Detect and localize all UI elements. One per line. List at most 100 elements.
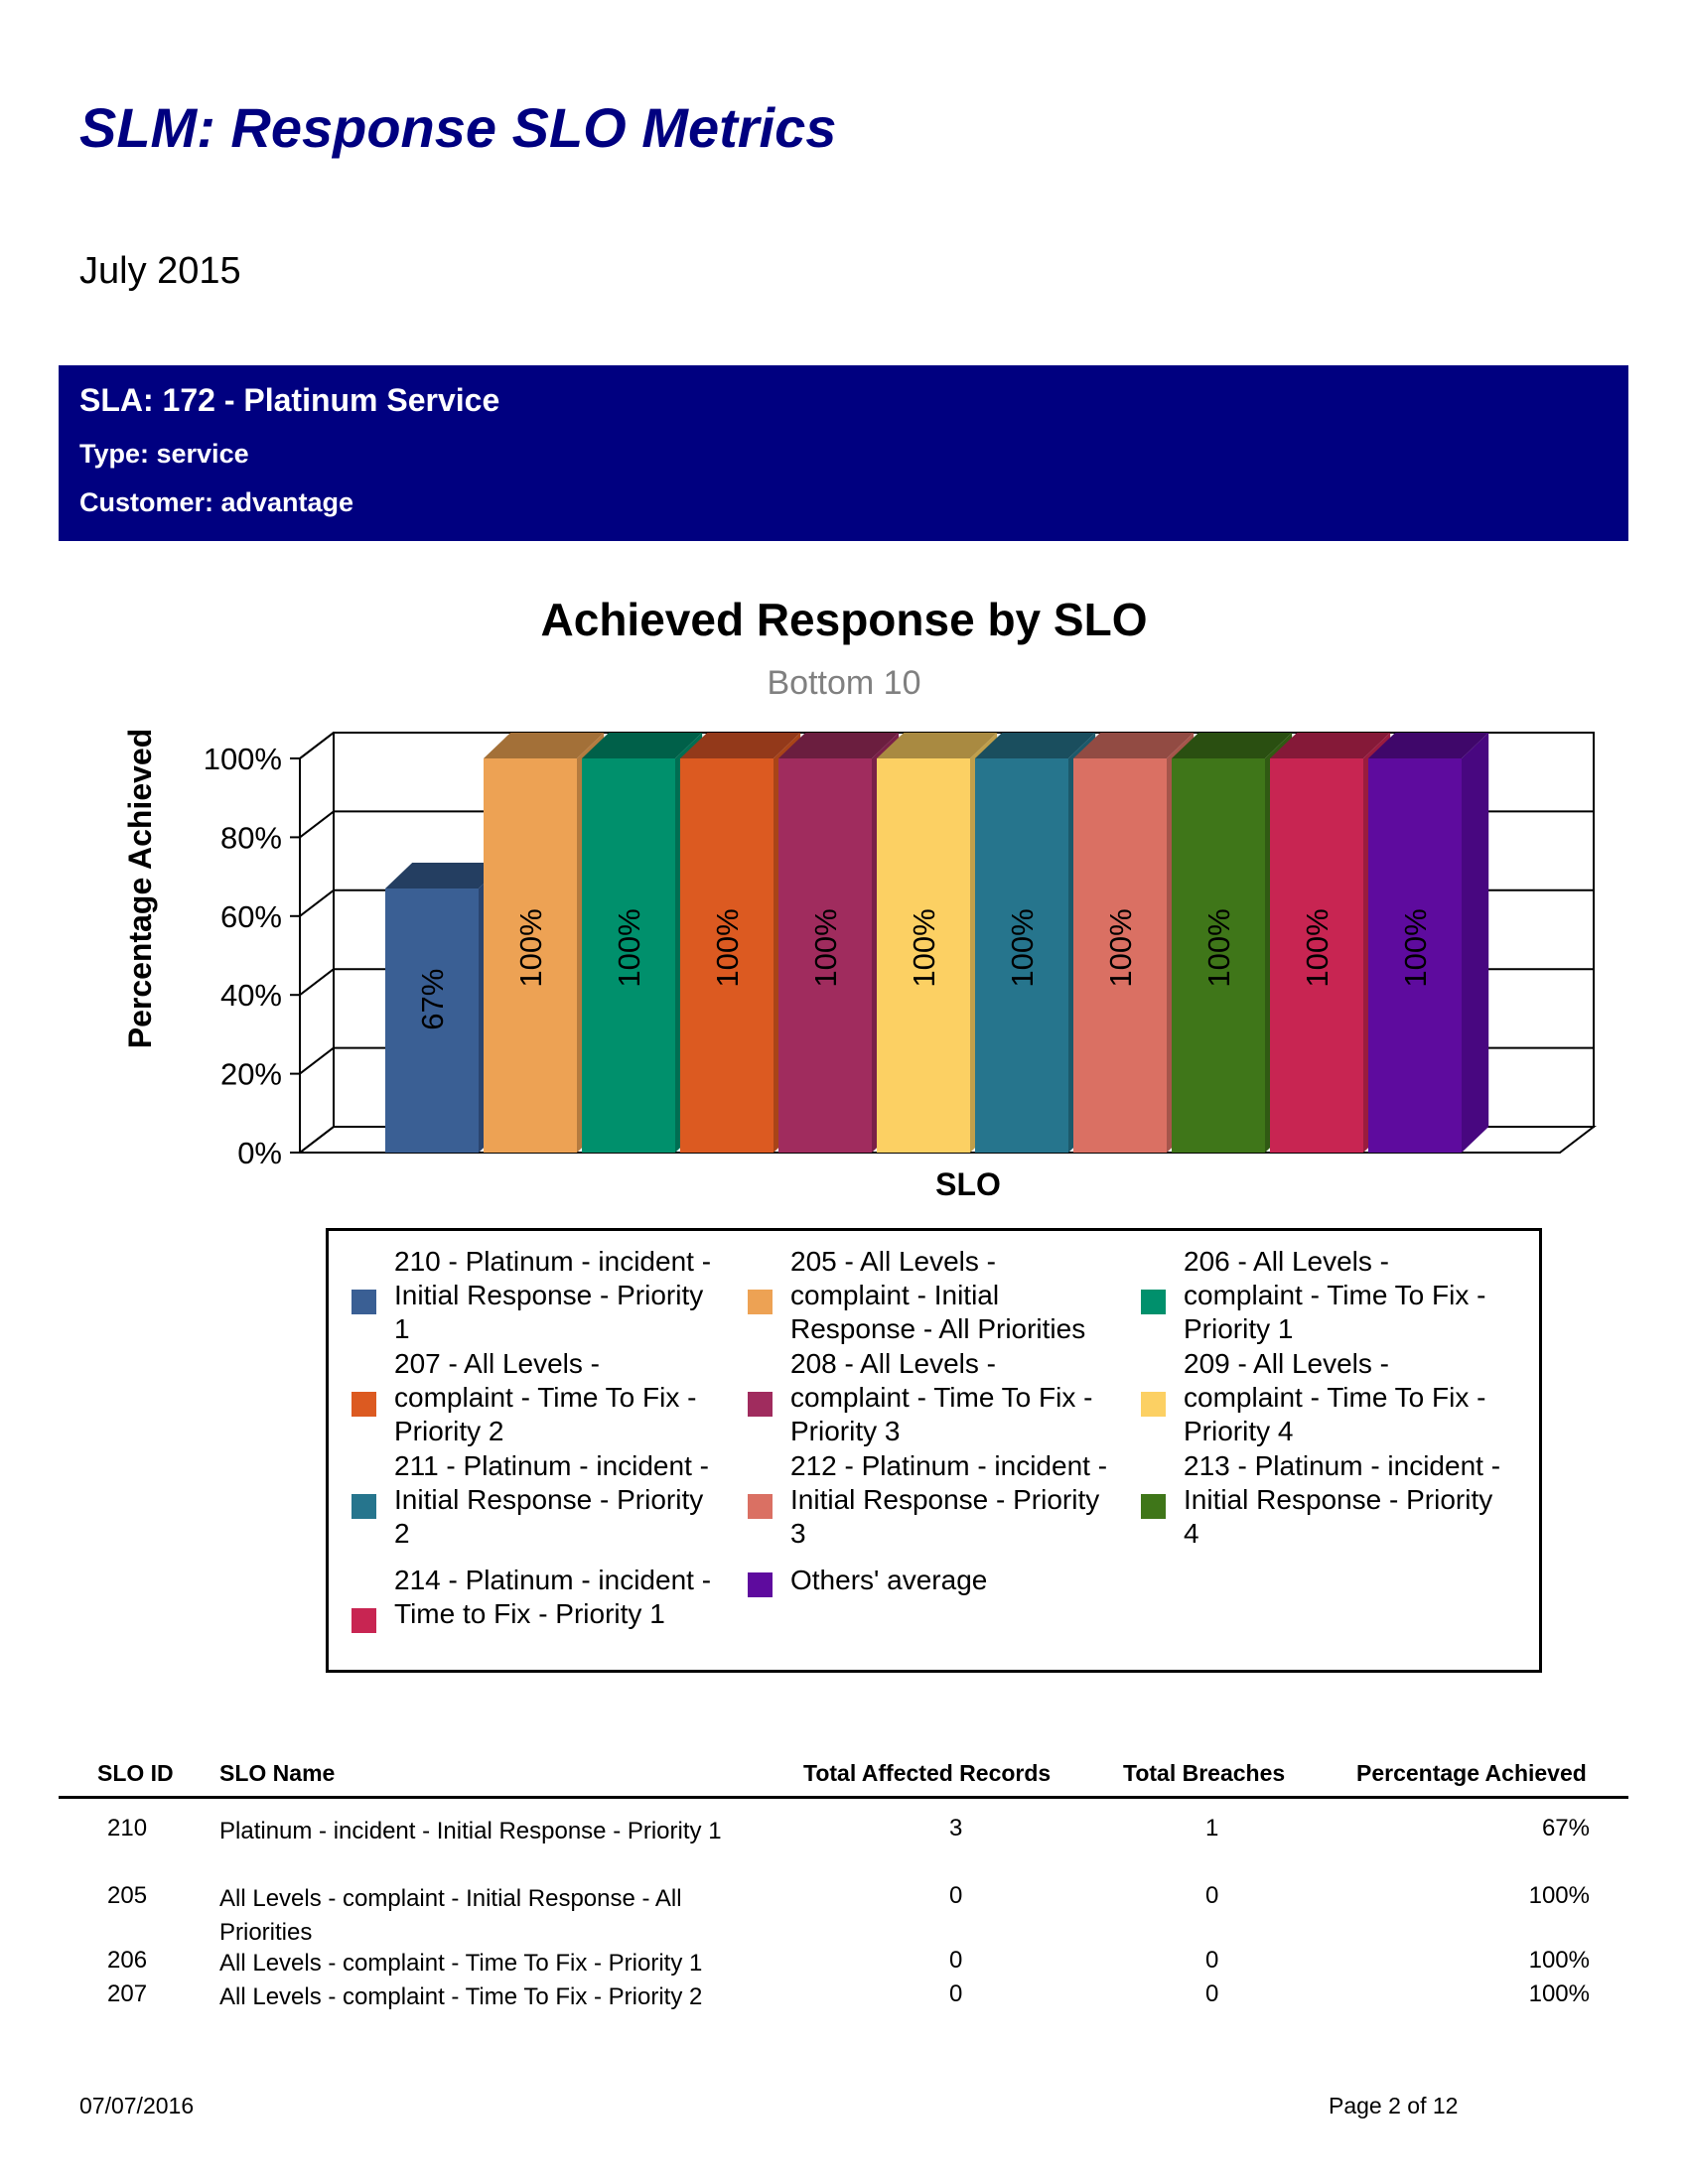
bar-data-label: 100%	[513, 908, 548, 987]
bar-data-label: 100%	[1005, 908, 1040, 987]
y-tick-label: 80%	[220, 820, 282, 855]
bar-data-label: 67%	[415, 969, 450, 1030]
bar-data-label: 100%	[808, 908, 843, 987]
cell-percentage-achieved: 100%	[1528, 1980, 1590, 2007]
cell-slo-id: 207	[107, 1980, 148, 2007]
report-period: July 2015	[79, 250, 241, 292]
slo-table-body: 210 Platinum - incident - Initial Respons…	[59, 1807, 1628, 2025]
legend-swatch	[748, 1494, 773, 1519]
bar-side	[1462, 733, 1489, 1153]
cell-slo-id: 210	[107, 1815, 148, 1842]
sla-heading: SLA: 172 - Platinum Service	[79, 382, 500, 418]
gridline-depth	[299, 810, 335, 839]
legend-label: 211 - Platinum - incident - Initial Resp…	[394, 1450, 709, 1549]
chart-subtitle: Bottom 10	[768, 664, 921, 702]
bar-top	[778, 733, 900, 758]
legend-label: 205 - All Levels - complaint - Initial R…	[790, 1246, 1086, 1344]
cell-slo-id: 206	[107, 1947, 148, 1974]
legend-swatch	[352, 1608, 376, 1633]
cell-percentage-achieved: 67%	[1541, 1815, 1590, 1842]
report-title: SLM: Response SLO Metrics	[79, 96, 837, 159]
legend-label: 212 - Platinum - incident - Initial Resp…	[790, 1450, 1108, 1549]
bar-front	[680, 758, 774, 1153]
legend-swatch	[748, 1290, 773, 1314]
legend-label: 207 - All Levels - complaint - Time To F…	[394, 1348, 697, 1446]
legend-swatch	[1141, 1290, 1166, 1314]
bar-top	[680, 733, 801, 758]
gridline-depth	[299, 1046, 335, 1075]
legend-label: 213 - Platinum - incident - Initial Resp…	[1184, 1450, 1501, 1549]
bar-front	[484, 758, 577, 1153]
cell-slo-id: 205	[107, 1882, 148, 1909]
cell-slo-name: All Levels - complaint - Time To Fix - P…	[219, 1950, 703, 1977]
bar: 100%	[1368, 733, 1489, 1153]
col-slo-id: SLO ID	[97, 1760, 174, 1786]
bar-top	[975, 733, 1096, 758]
bar-front	[1368, 758, 1462, 1153]
bar-data-label: 100%	[1201, 908, 1236, 987]
col-percentage-achieved: Percentage Achieved	[1356, 1760, 1587, 1786]
cell-slo-name: Platinum - incident - Initial Response -…	[219, 1818, 722, 1844]
sla-header-banner: SLA: 172 - Platinum Service Type: servic…	[59, 365, 1628, 541]
y-tick-label: 0%	[237, 1136, 282, 1170]
cell-percentage-achieved: 100%	[1528, 1947, 1590, 1974]
cell-total-affected-records: 3	[949, 1815, 963, 1842]
gridline-depth	[299, 732, 335, 759]
col-total-breaches: Total Breaches	[1123, 1760, 1286, 1786]
chart-x-axis-label: SLO	[935, 1166, 1001, 1202]
bar-data-label: 100%	[710, 908, 745, 987]
legend-label: 214 - Platinum - incident - Time to Fix …	[394, 1565, 712, 1629]
cell-percentage-achieved: 100%	[1528, 1882, 1590, 1909]
chart-bars: 67% 100% 100% 100% 100% 100% 100% 100% 100% 100% 1…	[385, 733, 1489, 1153]
bar-front	[385, 888, 479, 1153]
bar-top	[484, 733, 605, 758]
bar-front	[1270, 758, 1363, 1153]
y-tick-label: 100%	[204, 742, 282, 776]
bar-front	[877, 758, 970, 1153]
bar-front	[1073, 758, 1167, 1153]
cell-slo-name: All Levels - complaint - Initial Respons…	[219, 1885, 682, 1946]
sla-customer: Customer: advantage	[79, 487, 354, 517]
bar-chart: Achieved Response by SLO Bottom 10 0% 20%…	[122, 594, 1597, 1202]
bar-top	[1368, 733, 1489, 758]
cell-total-breaches: 0	[1205, 1882, 1219, 1909]
bar-data-label: 100%	[1398, 908, 1433, 987]
cell-total-affected-records: 0	[949, 1947, 963, 1974]
legend-label: 210 - Platinum - incident - Initial Resp…	[394, 1246, 712, 1344]
bar-front	[582, 758, 675, 1153]
bar-data-label: 100%	[907, 908, 941, 987]
col-total-affected-records: Total Affected Records	[803, 1760, 1052, 1786]
bar-top	[1270, 733, 1391, 758]
chart-legend: 210 - Platinum - incident - Initial Resp…	[326, 1228, 1542, 1673]
slo-table-header: SLO ID SLO Name Total Affected Records T…	[59, 1760, 1628, 1799]
legend-label: Others' average	[790, 1565, 988, 1595]
gridline-depth	[299, 968, 335, 996]
legend-swatch	[748, 1392, 773, 1417]
footer-page-number: Page 2 of 12	[1329, 2093, 1459, 2118]
sla-type: Type: service	[79, 439, 249, 469]
cell-slo-name: All Levels - complaint - Time To Fix - P…	[219, 1983, 703, 2010]
cell-total-affected-records: 0	[949, 1980, 963, 2007]
bar-top	[1073, 733, 1195, 758]
legend-label: 208 - All Levels - complaint - Time To F…	[790, 1348, 1093, 1446]
gridline-depth	[299, 889, 335, 917]
y-tick-label: 20%	[220, 1057, 282, 1092]
legend-label: 206 - All Levels - complaint - Time To F…	[1184, 1246, 1486, 1344]
cell-total-breaches: 1	[1205, 1815, 1219, 1842]
cell-total-breaches: 0	[1205, 1947, 1219, 1974]
legend-swatch	[1141, 1494, 1166, 1519]
chart-title: Achieved Response by SLO	[541, 594, 1148, 645]
chart-y-axis-label: Percentage Achieved	[122, 729, 158, 1049]
col-slo-name: SLO Name	[219, 1760, 336, 1786]
bar-data-label: 100%	[1103, 908, 1138, 987]
y-tick-label: 60%	[220, 899, 282, 934]
legend-swatch	[352, 1290, 376, 1314]
bar-front	[778, 758, 872, 1153]
gridline-depth	[299, 1126, 335, 1154]
bar-data-label: 100%	[612, 908, 646, 987]
legend-swatch	[1141, 1392, 1166, 1417]
bar-top	[582, 733, 703, 758]
legend-swatch	[352, 1392, 376, 1417]
legend-swatch	[748, 1572, 773, 1597]
bar-front	[1172, 758, 1265, 1153]
